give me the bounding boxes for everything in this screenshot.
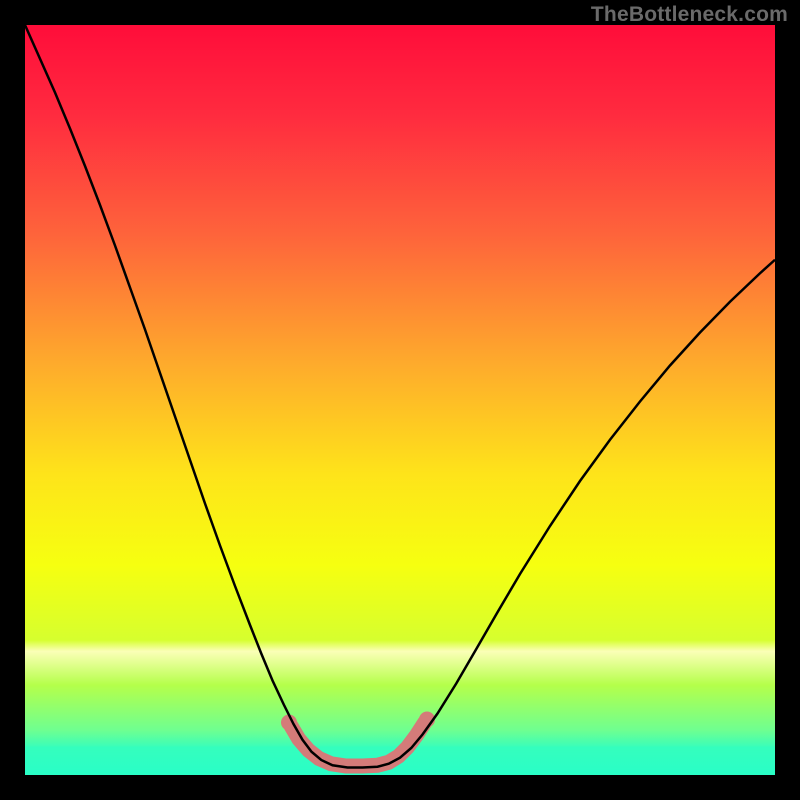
chart-frame: TheBottleneck.com	[0, 0, 800, 800]
plot-gradient-background	[25, 25, 775, 775]
bottleneck-chart-svg	[0, 0, 800, 800]
